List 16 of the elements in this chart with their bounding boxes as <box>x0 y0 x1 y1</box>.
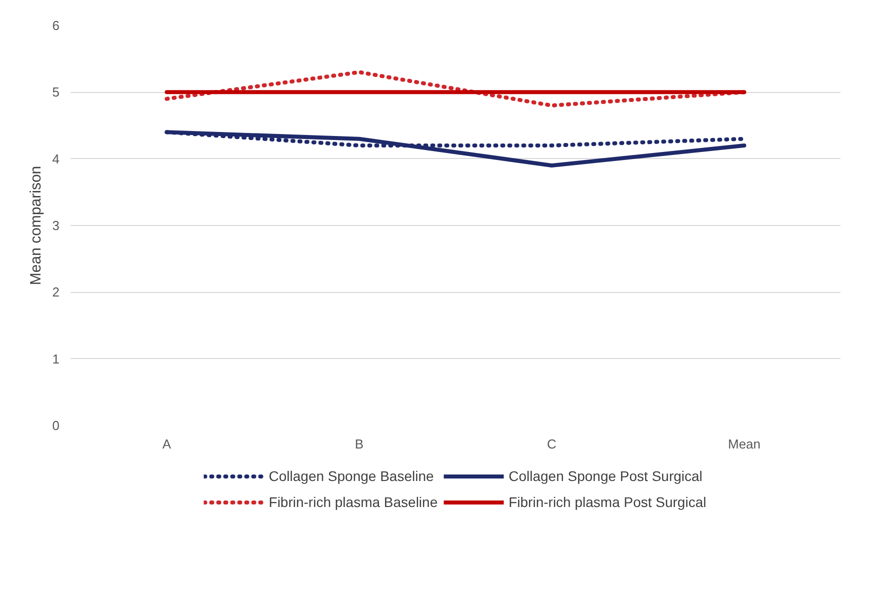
y-axis-title: Mean comparison <box>27 166 44 286</box>
y-tick-label: 2 <box>52 284 60 300</box>
y-tick-label: 1 <box>52 351 60 366</box>
y-tick-label: 6 <box>52 18 60 33</box>
y-tick-label: 4 <box>52 151 60 166</box>
x-tick-label: Mean <box>728 436 761 452</box>
x-tick-label: B <box>354 436 364 452</box>
x-tick-label: A <box>162 436 172 452</box>
legend-label: Fibrin-rich plasma Baseline <box>268 494 438 510</box>
y-tick-label: 0 <box>52 418 60 433</box>
x-tick-label: C <box>547 436 556 452</box>
y-tick-label: 3 <box>52 218 60 233</box>
legend-label: Collagen Sponge Post Surgical <box>508 468 702 484</box>
y-tick-label: 5 <box>52 84 60 100</box>
legend-label: Collagen Sponge Baseline <box>268 468 434 484</box>
legend-label: Fibrin-rich plasma Post Surgical <box>508 494 706 510</box>
